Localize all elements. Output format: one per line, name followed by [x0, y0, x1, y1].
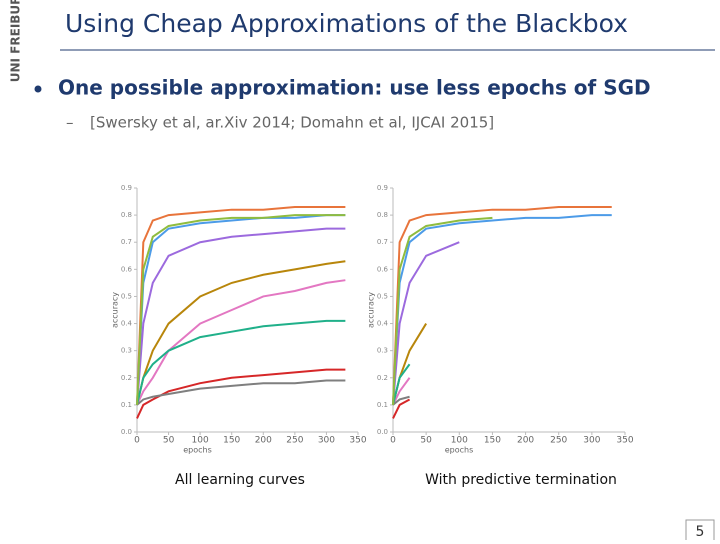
learning-curve [392, 241, 460, 405]
y-tick-label: 0.4 [377, 320, 389, 328]
x-tick-label: 50 [420, 436, 432, 446]
y-tick-label: 0.2 [377, 374, 388, 382]
y-tick-label: 0.0 [121, 428, 132, 436]
x-tick-label: 350 [616, 436, 633, 446]
x-tick-label: 300 [583, 436, 600, 446]
slide-title: Using Cheap Approximations of the Blackb… [65, 9, 628, 38]
learning-curve [392, 214, 612, 405]
learning-curve [392, 363, 411, 406]
learning-curve [392, 395, 410, 406]
learning-curve [392, 377, 411, 406]
x-tick-label: 100 [451, 436, 468, 446]
y-tick-label: 0.7 [377, 238, 388, 246]
learning-curve [136, 214, 346, 405]
y-tick-label: 0.4 [121, 320, 133, 328]
x-tick-label: 200 [517, 436, 534, 446]
y-tick-label: 0.3 [377, 347, 388, 355]
y-tick-label: 0.5 [121, 292, 132, 300]
y-tick-label: 0.2 [121, 374, 132, 382]
learning-curve [136, 319, 346, 406]
y-tick-label: 0.8 [377, 211, 388, 219]
learning-curve [136, 279, 346, 406]
y-axis-label: accuracy [367, 292, 376, 328]
y-tick-label: 0.6 [121, 265, 133, 273]
learning-curve [136, 227, 346, 405]
bullet: One possible approximation: use less epo… [58, 76, 651, 100]
y-tick-label: 0.5 [377, 292, 388, 300]
learning-curve [392, 398, 411, 419]
x-tick-label: 150 [223, 436, 240, 446]
learning-curve [136, 379, 346, 406]
x-tick-label: 300 [318, 436, 335, 446]
learning-curve [136, 260, 346, 406]
sub-bullet-dash: – [66, 114, 74, 132]
y-tick-label: 0.8 [121, 211, 132, 219]
sub-bullet: [Swersky et al, ar.Xiv 2014; Domahn et a… [90, 114, 494, 132]
y-axis-label: accuracy [111, 292, 120, 328]
logo: UNI FREIBURG [9, 0, 23, 82]
y-tick-label: 0.9 [377, 184, 388, 192]
x-tick-label: 0 [134, 436, 140, 446]
x-tick-label: 0 [390, 436, 396, 446]
x-tick-label: 350 [349, 436, 366, 446]
x-tick-label: 200 [255, 436, 272, 446]
y-tick-label: 0.1 [377, 401, 388, 409]
y-tick-label: 0.6 [377, 265, 389, 273]
chart-caption: All learning curves [175, 472, 305, 488]
x-tick-label: 50 [163, 436, 175, 446]
learning-curve [136, 214, 346, 405]
x-axis-label: epochs [183, 446, 212, 455]
learning-curve [392, 216, 493, 405]
bullet-dot [34, 85, 42, 93]
learning-curve [136, 368, 346, 419]
y-tick-label: 0.1 [121, 401, 132, 409]
x-tick-label: 250 [550, 436, 567, 446]
y-tick-label: 0.7 [121, 238, 132, 246]
y-tick-label: 0.9 [121, 184, 132, 192]
learning-curve [392, 205, 612, 405]
x-tick-label: 100 [192, 436, 209, 446]
x-axis-label: epochs [445, 446, 474, 455]
chart-caption: With predictive termination [425, 472, 617, 488]
learning-curve [136, 205, 346, 405]
y-tick-label: 0.3 [121, 347, 132, 355]
x-tick-label: 150 [484, 436, 501, 446]
page-number: 5 [696, 524, 705, 540]
y-tick-label: 0.0 [377, 428, 388, 436]
x-tick-label: 250 [286, 436, 303, 446]
